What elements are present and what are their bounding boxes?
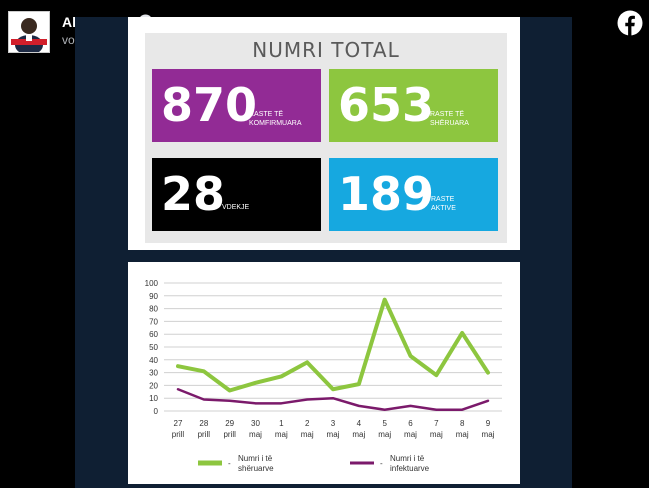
- y-tick-label: 10: [149, 394, 158, 403]
- recovered-cases-box: 653 RASTE TË SHËRUARA: [329, 69, 498, 142]
- x-tick-sublabel: maj: [404, 430, 417, 439]
- y-tick-label: 0: [154, 407, 159, 416]
- data-point: [358, 383, 360, 385]
- x-tick-label: 4: [357, 419, 362, 428]
- active-cases-label: RASTE AKTIVE: [431, 196, 456, 212]
- facebook-logo-icon[interactable]: [617, 10, 643, 36]
- data-point: [306, 361, 308, 363]
- data-point: [410, 405, 411, 407]
- legend-label: infektuarve: [390, 464, 430, 473]
- y-tick-label: 20: [149, 381, 158, 390]
- legend-label: shëruarve: [238, 464, 274, 473]
- data-point: [384, 409, 386, 411]
- y-tick-label: 70: [149, 317, 158, 326]
- data-point: [280, 402, 282, 404]
- x-tick-label: 5: [382, 419, 387, 428]
- confirmed-cases-value: 870: [161, 78, 258, 132]
- x-tick-sublabel: maj: [352, 430, 365, 439]
- active-cases-value: 189: [338, 167, 435, 221]
- series-line-1: [176, 387, 490, 411]
- data-point: [384, 299, 386, 301]
- data-point: [203, 370, 205, 372]
- data-point: [255, 402, 256, 404]
- data-point: [487, 400, 489, 402]
- data-point: [358, 405, 360, 407]
- x-tick-sublabel: maj: [275, 430, 288, 439]
- x-tick-label: 30: [251, 419, 260, 428]
- data-point: [177, 388, 179, 390]
- x-tick-sublabel: prill: [223, 430, 236, 439]
- x-tick-sublabel: maj: [301, 430, 314, 439]
- x-tick-sublabel: maj: [456, 430, 469, 439]
- deaths-box: 28 VDEKJE: [152, 158, 321, 231]
- legend-label: Numri i të: [238, 454, 273, 463]
- data-point: [280, 375, 282, 377]
- y-tick-label: 40: [149, 356, 158, 365]
- data-point: [435, 409, 437, 411]
- data-point: [177, 365, 179, 367]
- series-line-0: [176, 297, 490, 393]
- data-point: [461, 409, 463, 411]
- active-cases-box: 189 RASTE AKTIVE: [329, 158, 498, 231]
- data-point: [410, 355, 411, 357]
- confirmed-cases-box: 870 RASTE TË KOMFIRMUARA: [152, 69, 321, 142]
- x-tick-sublabel: prill: [198, 430, 211, 439]
- y-tick-label: 90: [149, 292, 158, 301]
- x-tick-sublabel: maj: [249, 430, 262, 439]
- x-tick-label: 7: [434, 419, 439, 428]
- x-tick-label: 9: [486, 419, 491, 428]
- data-point: [229, 400, 231, 402]
- x-tick-label: 28: [199, 419, 208, 428]
- x-tick-label: 6: [408, 419, 413, 428]
- x-tick-sublabel: prill: [172, 430, 185, 439]
- deaths-label: VDEKJE: [222, 204, 250, 211]
- data-point: [203, 398, 205, 400]
- x-tick-label: 3: [331, 419, 336, 428]
- y-tick-label: 100: [145, 279, 159, 288]
- legend-dash: -: [380, 459, 383, 468]
- data-point: [487, 372, 489, 374]
- x-tick-sublabel: maj: [327, 430, 340, 439]
- data-point: [229, 390, 231, 392]
- x-tick-sublabel: maj: [378, 430, 391, 439]
- confirmed-cases-label: RASTE TË KOMFIRMUARA: [249, 111, 302, 127]
- stats-title: NUMRI TOTAL: [252, 38, 400, 62]
- x-tick-label: 29: [225, 419, 234, 428]
- recovered-cases-label: RASTE TË SHËRUARA: [430, 111, 469, 127]
- legend-dash: -: [228, 459, 231, 468]
- y-tick-label: 80: [149, 305, 158, 314]
- y-tick-label: 50: [149, 343, 158, 352]
- recovered-cases-value: 653: [338, 78, 435, 132]
- x-tick-sublabel: maj: [430, 430, 443, 439]
- x-tick-label: 2: [305, 419, 310, 428]
- x-tick-label: 27: [174, 419, 183, 428]
- line-chart: 010203040506070809010027prill28prill29pr…: [145, 279, 502, 473]
- data-point: [332, 388, 334, 390]
- y-tick-label: 30: [149, 369, 158, 378]
- data-point: [435, 374, 437, 376]
- x-tick-label: 8: [460, 419, 465, 428]
- data-point: [306, 398, 308, 400]
- legend-label: Numri i të: [390, 454, 425, 463]
- deaths-value: 28: [161, 167, 226, 221]
- x-tick-label: 1: [279, 419, 284, 428]
- author-avatar[interactable]: [8, 11, 50, 53]
- data-point: [332, 397, 334, 399]
- data-point: [255, 382, 256, 384]
- x-tick-sublabel: maj: [482, 430, 495, 439]
- data-point: [461, 332, 463, 334]
- y-tick-label: 60: [149, 330, 158, 339]
